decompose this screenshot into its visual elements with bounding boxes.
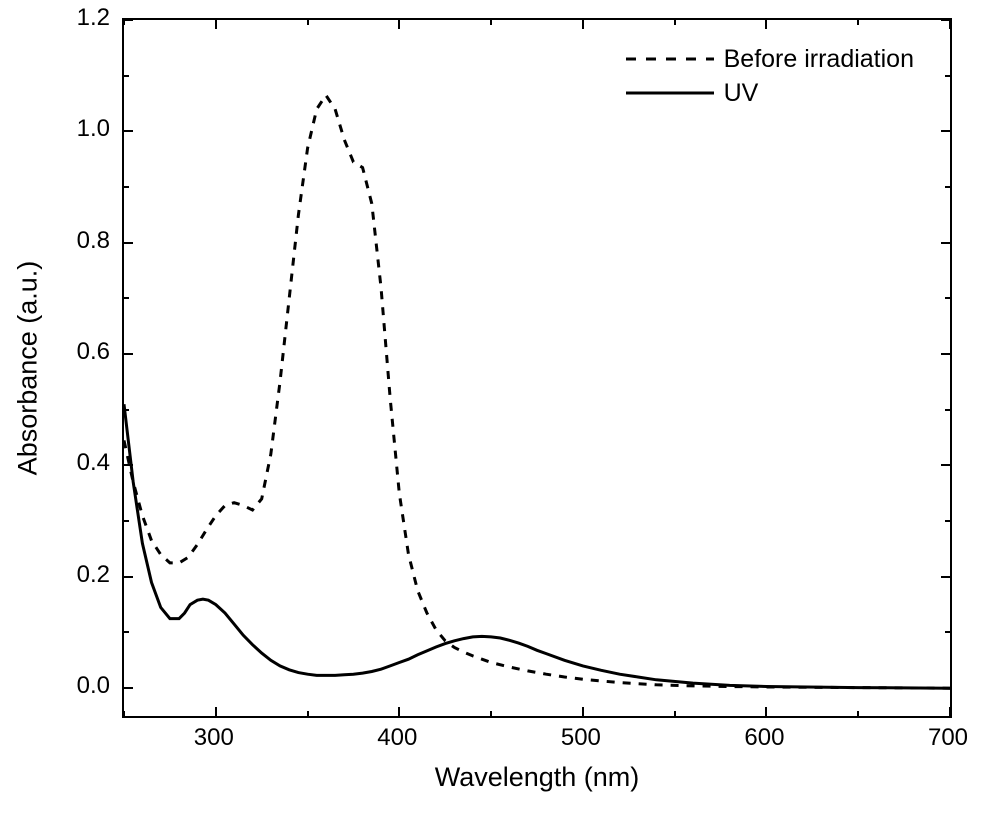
legend: Before irradiation UV: [626, 42, 914, 110]
x-tick-label: 300: [194, 724, 234, 752]
chart-svg: [124, 20, 950, 716]
series-before-irradiation: [124, 95, 950, 688]
legend-label: UV: [724, 79, 759, 108]
plot-area: Before irradiation UV: [122, 18, 952, 718]
y-tick-label: 0.0: [60, 672, 110, 700]
y-tick-label: 1.0: [60, 115, 110, 143]
x-tick-label: 600: [744, 724, 784, 752]
y-tick-label: 0.4: [60, 449, 110, 477]
y-tick-label: 1.2: [60, 4, 110, 32]
y-tick-label: 0.8: [60, 227, 110, 255]
legend-swatch-dash: [626, 42, 714, 76]
legend-swatch-solid: [626, 76, 714, 110]
x-axis-label: Wavelength (nm): [435, 762, 640, 793]
y-axis-label: Absorbance (a.u.): [13, 261, 44, 476]
x-tick-label: 700: [928, 724, 968, 752]
legend-item: Before irradiation: [626, 42, 914, 76]
legend-label: Before irradiation: [724, 45, 914, 74]
y-tick-label: 0.6: [60, 338, 110, 366]
legend-item: UV: [626, 76, 914, 110]
series-uv: [124, 404, 950, 688]
x-tick-label: 500: [561, 724, 601, 752]
x-tick-label: 400: [377, 724, 417, 752]
y-tick-label: 0.2: [60, 561, 110, 589]
